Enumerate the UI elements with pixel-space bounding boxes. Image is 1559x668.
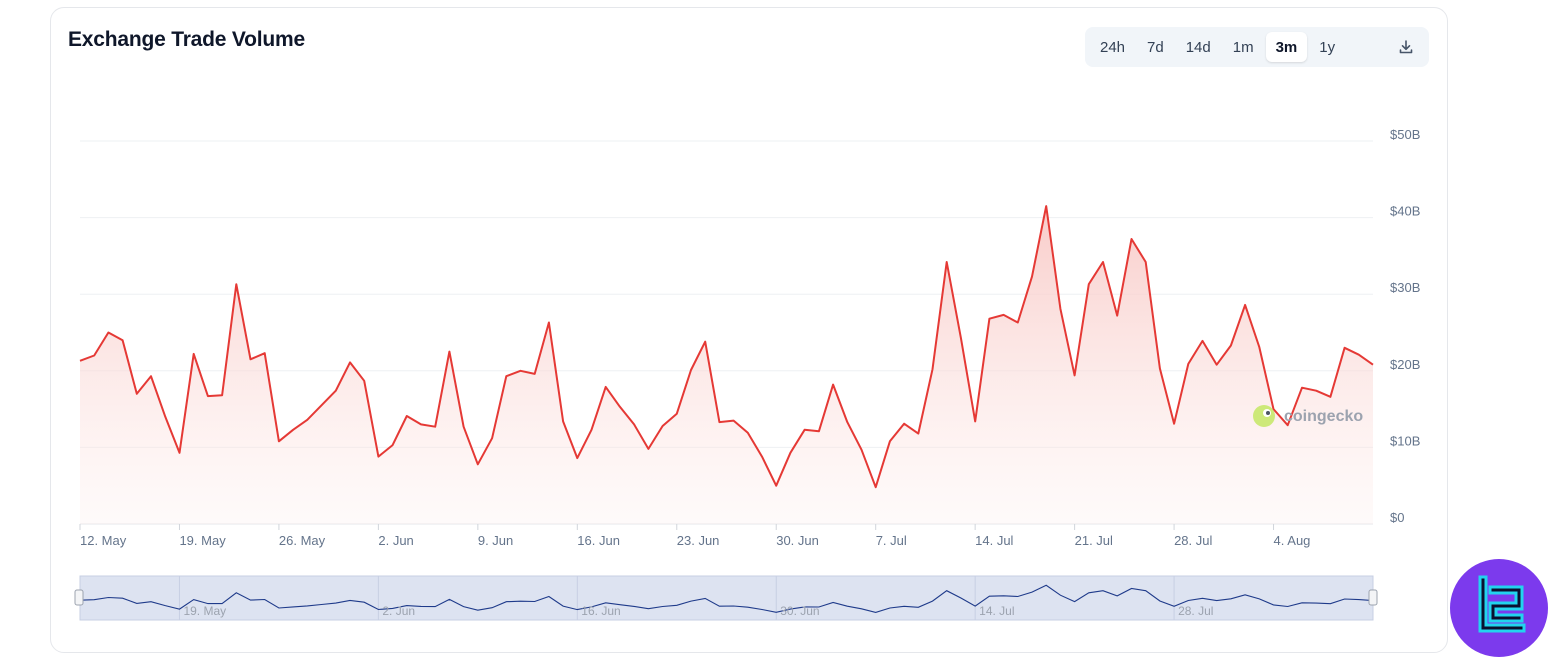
range-3m-button[interactable]: 3m — [1265, 32, 1308, 62]
range-1y-button[interactable]: 1y — [1309, 32, 1345, 62]
range-24h-button[interactable]: 24h — [1090, 32, 1135, 62]
range-7d-button[interactable]: 7d — [1137, 32, 1174, 62]
range-14d-button[interactable]: 14d — [1176, 32, 1221, 62]
brand-logo-icon — [1450, 559, 1548, 657]
range-1m-button[interactable]: 1m — [1223, 32, 1264, 62]
chart-title: Exchange Trade Volume — [68, 28, 305, 51]
time-range-selector: 24h 7d 14d 1m 3m 1y — [1085, 27, 1429, 67]
chart-card — [50, 7, 1448, 653]
download-button[interactable] — [1388, 32, 1424, 62]
download-icon — [1399, 40, 1413, 54]
